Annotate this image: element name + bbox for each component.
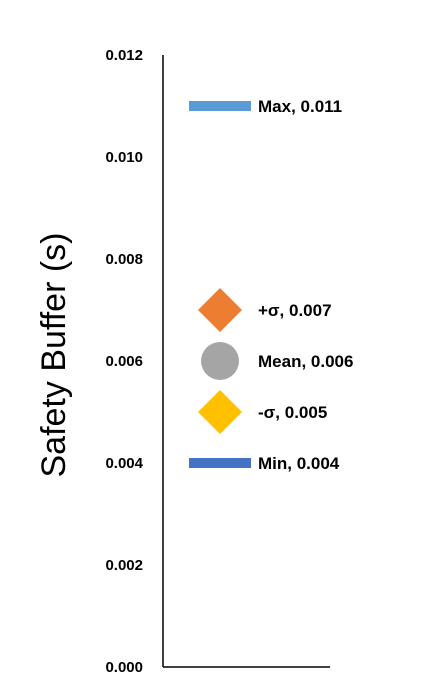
data-point-max-marker <box>189 101 251 111</box>
y-axis-title: Safety Buffer (s) <box>35 232 73 477</box>
y-tick-label: 0.012 <box>105 47 143 64</box>
data-point--marker <box>198 390 242 434</box>
data-point-min-marker <box>189 458 251 468</box>
data-label: Max, 0.011 <box>258 97 342 116</box>
data-labels: Max, 0.011 +σ, 0.007 Mean, 0.006 -σ, 0.005 M… <box>258 97 353 473</box>
data-label: Min, 0.004 <box>258 454 340 473</box>
data-label: -σ, 0.005 <box>258 403 327 422</box>
y-tick-label: 0.006 <box>105 353 143 370</box>
y-tick-labels: 0.000 0.002 0.004 0.006 0.008 0.010 0.012 <box>105 47 143 676</box>
y-tick-label: 0.000 <box>105 659 143 676</box>
data-marks <box>189 101 251 468</box>
y-tick-label: 0.010 <box>105 149 143 166</box>
data-label: +σ, 0.007 <box>258 301 332 320</box>
y-axis <box>162 55 330 668</box>
data-point--marker <box>198 288 242 332</box>
y-tick-label: 0.004 <box>105 455 143 472</box>
y-tick-label: 0.008 <box>105 251 143 268</box>
data-label: Mean, 0.006 <box>258 352 353 371</box>
data-point-mean-marker <box>201 342 239 380</box>
y-tick-label: 0.002 <box>105 557 143 574</box>
